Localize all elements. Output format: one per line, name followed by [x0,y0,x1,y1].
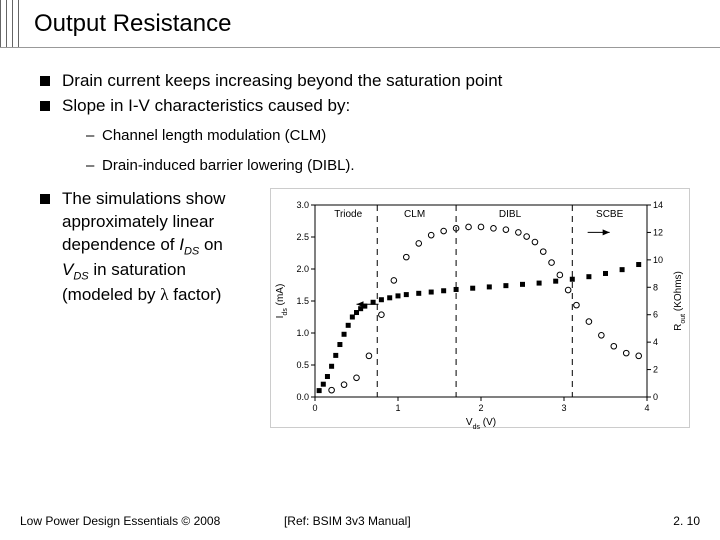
row: The simulations show approximately linea… [40,188,690,428]
t-ids-sub: DS [184,245,199,257]
para-list: The simulations show approximately linea… [40,188,252,309]
footer-right: 2. 10 [673,514,700,528]
sub-1: Channel length modulation (CLM) [86,124,690,148]
svg-text:0: 0 [312,403,317,413]
svg-text:2: 2 [653,364,658,374]
svg-text:0.5: 0.5 [296,360,309,370]
sub-bullets: Channel length modulation (CLM) Drain-in… [86,124,690,178]
svg-text:DIBL: DIBL [499,209,522,220]
svg-text:1.5: 1.5 [296,296,309,306]
svg-text:Rout (KOhms): Rout (KOhms) [673,271,687,331]
para-text: The simulations show approximately linea… [62,189,225,304]
svg-text:0: 0 [653,392,658,402]
t2: on [199,235,223,254]
chart: Triode CLM DIBL SCBE 0.0 0.5 1.0 1.5 2.0 2.5 3.0 0 2… [270,188,690,428]
svg-text:4: 4 [644,403,649,413]
svg-text:Triode: Triode [334,209,362,220]
content: Drain current keeps increasing beyond th… [0,48,720,428]
svg-text:14: 14 [653,200,663,210]
svg-text:3: 3 [561,403,566,413]
svg-text:1: 1 [395,403,400,413]
svg-text:Ids (mA): Ids (mA) [275,284,289,319]
bullet-3: The simulations show approximately linea… [40,188,252,307]
footer-left: Low Power Design Essentials © 2008 [20,514,220,528]
svg-text:6: 6 [653,310,658,320]
svg-text:8: 8 [653,282,658,292]
svg-text:Vds (V): Vds (V) [466,417,496,429]
footer: Low Power Design Essentials © 2008 [Ref:… [0,514,720,528]
svg-text:1.0: 1.0 [296,328,309,338]
svg-text:0.0: 0.0 [296,392,309,402]
svg-text:10: 10 [653,255,663,265]
bullet-2: Slope in I-V characteristics caused by: … [40,95,690,178]
svg-text:2.5: 2.5 [296,232,309,242]
t-vds: V [62,260,73,279]
sub-2: Drain-induced barrier lowering (DIBL). [86,154,690,178]
svg-text:2: 2 [478,403,483,413]
chart-svg: Triode CLM DIBL SCBE 0.0 0.5 1.0 1.5 2.0 2.5 3.0 0 2… [271,189,691,429]
t4: factor) [169,285,222,304]
page-title: Output Resistance [30,10,231,38]
t-vds-sub: DS [73,270,88,282]
footer-mid: [Ref: BSIM 3v3 Manual] [284,514,411,528]
svg-text:SCBE: SCBE [596,209,624,220]
main-bullets: Drain current keeps increasing beyond th… [40,70,690,178]
bullet-1: Drain current keeps increasing beyond th… [40,70,690,93]
svg-text:12: 12 [653,227,663,237]
bullet-2-text: Slope in I-V characteristics caused by: [62,96,350,115]
svg-text:4: 4 [653,337,658,347]
svg-text:3.0: 3.0 [296,200,309,210]
t-lambda: λ [160,285,168,304]
title-bar: Output Resistance [0,0,720,48]
svg-text:CLM: CLM [404,209,425,220]
svg-text:2.0: 2.0 [296,264,309,274]
